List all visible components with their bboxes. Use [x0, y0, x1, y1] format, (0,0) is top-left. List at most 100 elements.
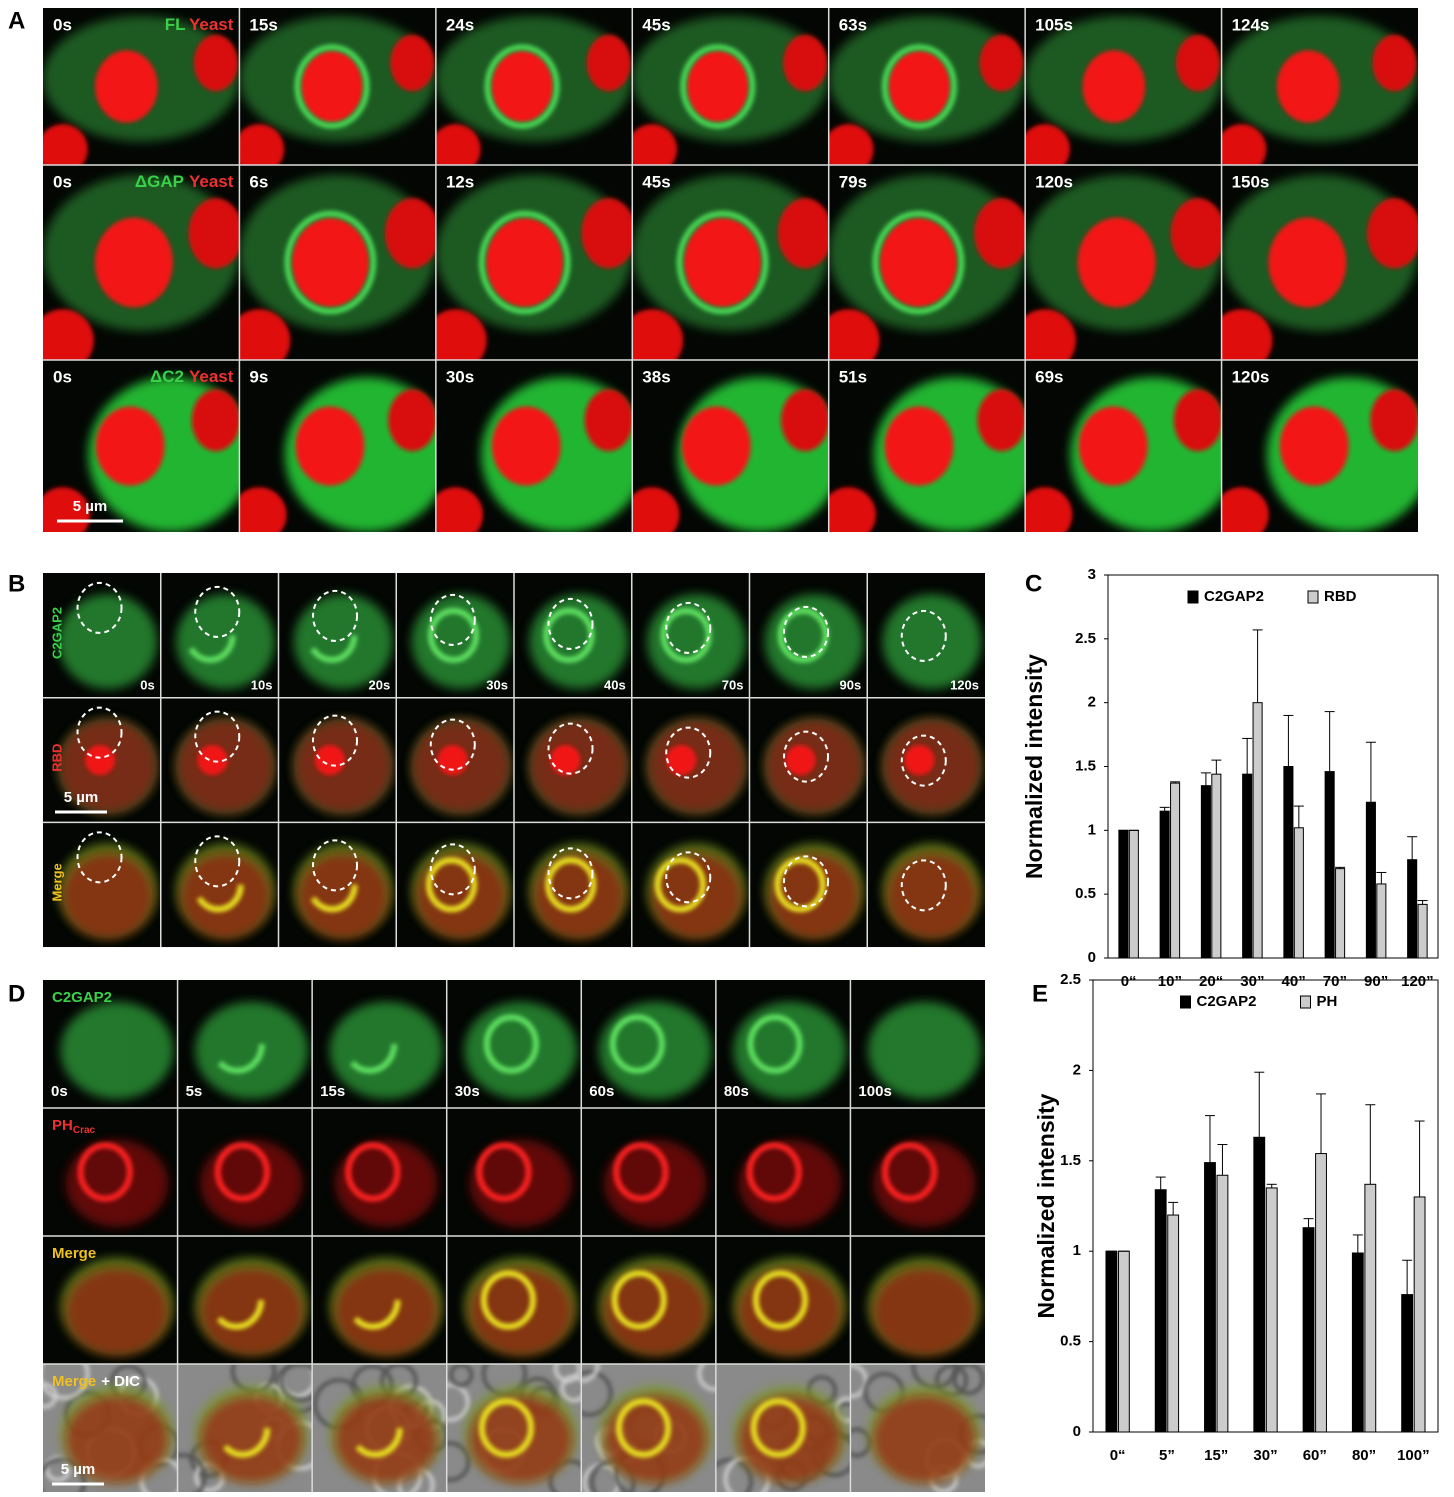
cell-red	[647, 718, 746, 814]
cup-ring	[215, 1398, 271, 1458]
dic-blob	[548, 1458, 582, 1492]
rbd-spot	[314, 744, 345, 776]
cell-red	[873, 1267, 976, 1355]
time-label: 24s	[446, 15, 474, 34]
rbd-spot	[197, 744, 228, 776]
yeast	[388, 389, 436, 452]
yeast	[783, 34, 828, 92]
bar	[1376, 883, 1387, 959]
yeast	[239, 309, 291, 360]
cup-ring	[484, 44, 560, 129]
red-ring	[345, 1142, 401, 1202]
row-label-part: Crac	[73, 1125, 96, 1136]
micrograph	[1025, 360, 1222, 532]
yeast	[94, 217, 173, 308]
y-tick-label: 2	[1073, 1061, 1081, 1078]
cell-red	[65, 1395, 169, 1483]
bar	[1204, 1162, 1216, 1433]
error-bar	[1266, 1183, 1277, 1188]
micrograph	[514, 573, 632, 698]
error-bar	[1417, 900, 1428, 905]
micrograph	[1025, 8, 1222, 165]
rbd-spot	[785, 744, 816, 776]
cup-ring	[777, 607, 829, 663]
yeast	[485, 217, 564, 308]
micrograph	[43, 165, 240, 360]
yeast	[1176, 34, 1220, 92]
micrograph	[850, 980, 985, 1108]
time-label: 10s	[251, 677, 273, 692]
bar	[1283, 766, 1294, 959]
bar	[1211, 773, 1222, 959]
micrograph	[312, 1364, 447, 1492]
micrograph	[867, 697, 985, 823]
cup-ring	[881, 44, 957, 129]
micrograph	[43, 1108, 178, 1236]
yeast	[888, 50, 951, 123]
yeast	[686, 50, 750, 123]
yeast	[979, 34, 1024, 92]
yeast	[1025, 309, 1076, 360]
y-axis-label: Normalized intensity	[1021, 654, 1047, 879]
roi-outline	[194, 835, 241, 888]
time-label: 0s	[51, 1083, 68, 1100]
panel-letter: B	[8, 570, 25, 597]
row-label-part: C2GAP2	[52, 989, 112, 1006]
cell	[882, 594, 982, 689]
cup-ring	[306, 857, 358, 913]
yeast	[94, 50, 158, 123]
micrograph	[1025, 165, 1222, 360]
dic-blob	[279, 1364, 313, 1403]
cup-ring	[750, 1398, 806, 1458]
cell-red	[738, 1267, 842, 1355]
error-bar	[1155, 1176, 1166, 1190]
time-label: 45s	[642, 172, 670, 191]
x-tick-label: 70”	[1323, 973, 1347, 990]
micrograph	[715, 980, 851, 1108]
yeast	[239, 124, 285, 165]
error-bar	[1168, 1201, 1179, 1216]
time-label: 0s	[53, 172, 72, 191]
micrograph	[828, 360, 1026, 532]
roi-outline	[76, 581, 123, 634]
time-label: 120s	[1035, 172, 1073, 191]
micrograph	[43, 822, 161, 948]
red-ring	[882, 1142, 938, 1202]
error-bar	[1324, 711, 1335, 772]
cell-red	[65, 1267, 169, 1355]
cell	[598, 1001, 712, 1100]
cup-ring	[342, 1014, 398, 1074]
rbd-spot	[666, 744, 697, 776]
yeast	[1221, 124, 1267, 165]
cell	[867, 1001, 981, 1100]
micrograph	[446, 980, 582, 1108]
cell-red	[335, 1267, 438, 1355]
micrograph	[435, 165, 633, 360]
roi-outline	[783, 730, 830, 783]
roi-outline	[900, 609, 947, 662]
yeast	[43, 309, 94, 360]
cup-ring	[752, 1270, 809, 1330]
cell-red	[887, 853, 977, 939]
bar	[1407, 859, 1418, 959]
error-bar	[1335, 866, 1346, 869]
micrograph	[446, 1108, 582, 1236]
dic-blob	[715, 1457, 754, 1492]
yeast	[879, 217, 958, 308]
panel-letter: E	[1032, 980, 1048, 1007]
y-tick-label: 0	[1073, 1423, 1081, 1440]
yeast	[300, 50, 364, 123]
error-bar	[1254, 1071, 1265, 1138]
cell-red	[180, 853, 271, 939]
yeast	[586, 34, 631, 92]
x-tick-label: 60”	[1303, 1447, 1327, 1464]
bar	[1364, 1183, 1377, 1433]
time-label: 15s	[320, 1083, 345, 1100]
time-label: 12s	[446, 172, 474, 191]
micrograph	[715, 1236, 851, 1364]
micrograph	[43, 8, 240, 165]
dic-blob	[581, 1370, 613, 1417]
cup-ring	[609, 1014, 665, 1074]
cup-ring	[294, 44, 370, 129]
